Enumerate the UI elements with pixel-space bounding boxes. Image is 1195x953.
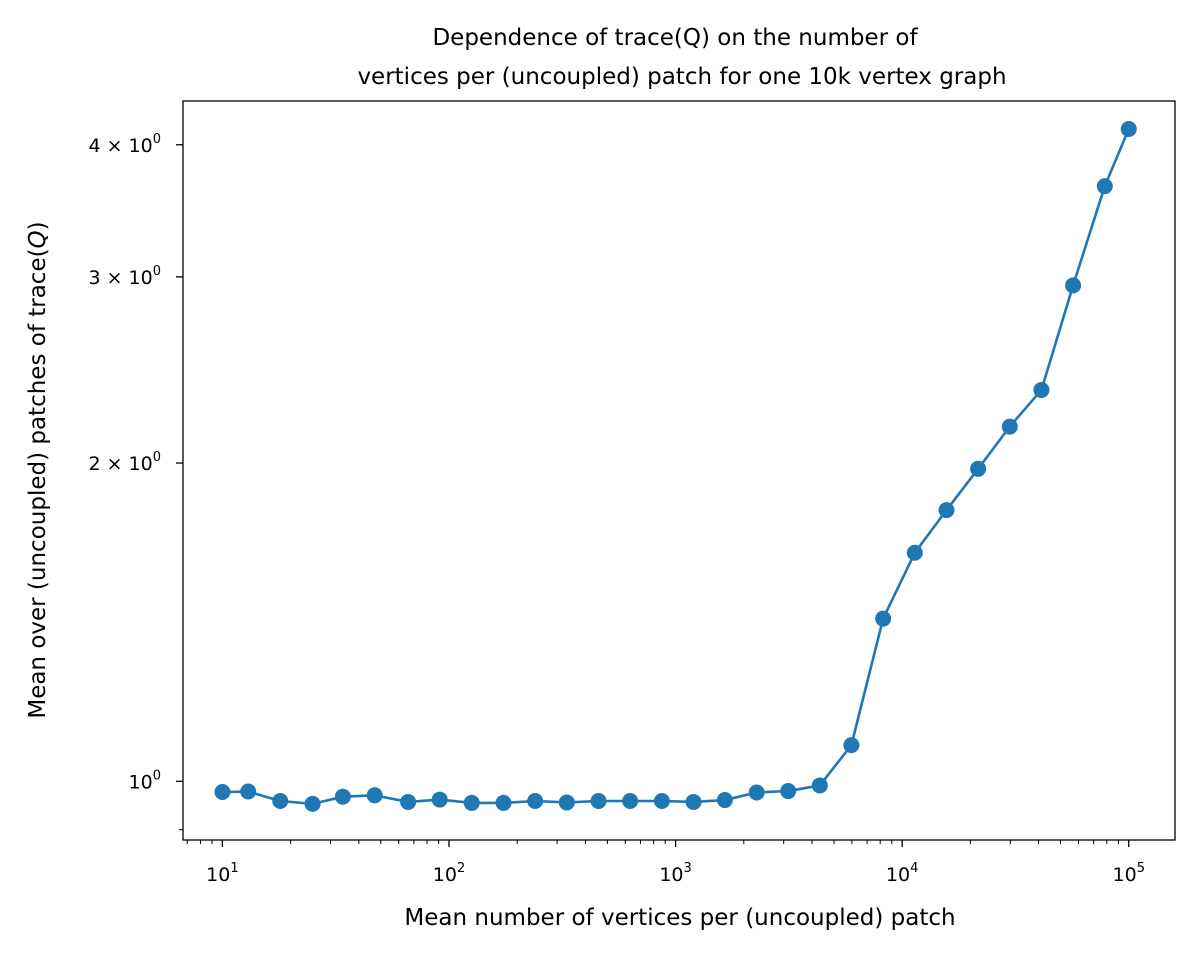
y-tick-exponent: 0 (153, 264, 161, 279)
data-point (685, 793, 702, 810)
data-point (970, 460, 987, 477)
title-line-2: vertices per (uncoupled) patch for one 1… (357, 64, 1006, 90)
y-tick-exponent: 0 (153, 768, 161, 783)
data-point (1096, 178, 1113, 195)
y-tick-exponent: 0 (153, 132, 161, 147)
x-tick-exponent: 1 (230, 861, 238, 876)
x-axis-ticks: 101 102 103 104 105 (206, 840, 1145, 886)
y-tick-mantissa: 2 × (88, 453, 128, 475)
x-tick-label: 101 (206, 861, 238, 886)
x-tick-base: 10 (433, 864, 457, 886)
x-tick-exponent: 4 (910, 861, 918, 876)
x-tick-base: 10 (1113, 864, 1137, 886)
y-axis-label: Mean over (uncoupled) patches of trace(Q… (25, 221, 51, 718)
y-tick-mantissa: 3 × (88, 267, 128, 289)
x-tick-base: 10 (886, 864, 910, 886)
title-line-1: Dependence of trace(Q) on the number of (432, 25, 918, 51)
data-point (780, 783, 797, 800)
data-point (240, 783, 257, 800)
data-point (214, 783, 231, 800)
series-group (214, 120, 1137, 812)
x-tick-base: 10 (659, 864, 683, 886)
data-point (272, 793, 289, 809)
data-point (590, 793, 607, 809)
y-tick-exponent: 0 (153, 450, 161, 465)
data-point (463, 794, 480, 811)
data-point (431, 791, 448, 808)
minor-ticks (179, 829, 1119, 844)
y-tick-mantissa: 4 × (88, 135, 128, 157)
x-tick-base: 10 (206, 864, 230, 886)
x-tick-exponent: 5 (1137, 861, 1145, 876)
chart-title: Dependence of trace(Q) on the number of … (357, 25, 1006, 90)
y-tick-label: 3 × 100 (88, 264, 161, 289)
y-tick-label: 100 (129, 768, 161, 793)
data-point (875, 610, 892, 627)
data-point (716, 792, 733, 809)
x-axis-label: Mean number of vertices per (uncoupled) … (404, 905, 955, 931)
x-tick-label: 104 (886, 861, 918, 886)
data-point (1033, 381, 1050, 398)
y-tick-base: 10 (129, 453, 153, 475)
x-tick-label: 103 (659, 861, 691, 886)
y-axis-label-suffix: ) (25, 221, 51, 230)
y-tick-label: 4 × 100 (88, 132, 161, 157)
data-point (366, 787, 383, 804)
data-point (906, 544, 923, 561)
data-point (938, 502, 955, 519)
data-point (527, 793, 544, 809)
data-point (334, 788, 351, 805)
data-point (811, 777, 828, 794)
x-tick-label: 102 (433, 861, 465, 886)
data-point (495, 794, 512, 811)
data-point (653, 793, 670, 809)
y-axis-label-prefix: Mean over (uncoupled) patches of trace( (25, 248, 51, 718)
data-point (748, 784, 765, 801)
data-point (400, 793, 417, 810)
x-tick-label: 105 (1113, 861, 1145, 886)
y-tick-label: 2 × 100 (88, 450, 161, 475)
data-point (1120, 120, 1137, 137)
data-point (843, 737, 860, 754)
data-point (622, 793, 639, 809)
data-point (1001, 418, 1018, 435)
data-point (304, 795, 321, 812)
y-axis-label-var: Q (25, 230, 51, 248)
y-tick-base: 10 (129, 267, 153, 289)
x-tick-exponent: 3 (684, 861, 692, 876)
x-tick-exponent: 2 (457, 861, 465, 876)
data-point (558, 794, 575, 811)
plot-frame (182, 100, 1176, 841)
y-tick-base: 10 (129, 771, 153, 793)
y-tick-base: 10 (129, 135, 153, 157)
series-line (222, 128, 1130, 806)
data-point (1065, 277, 1082, 294)
